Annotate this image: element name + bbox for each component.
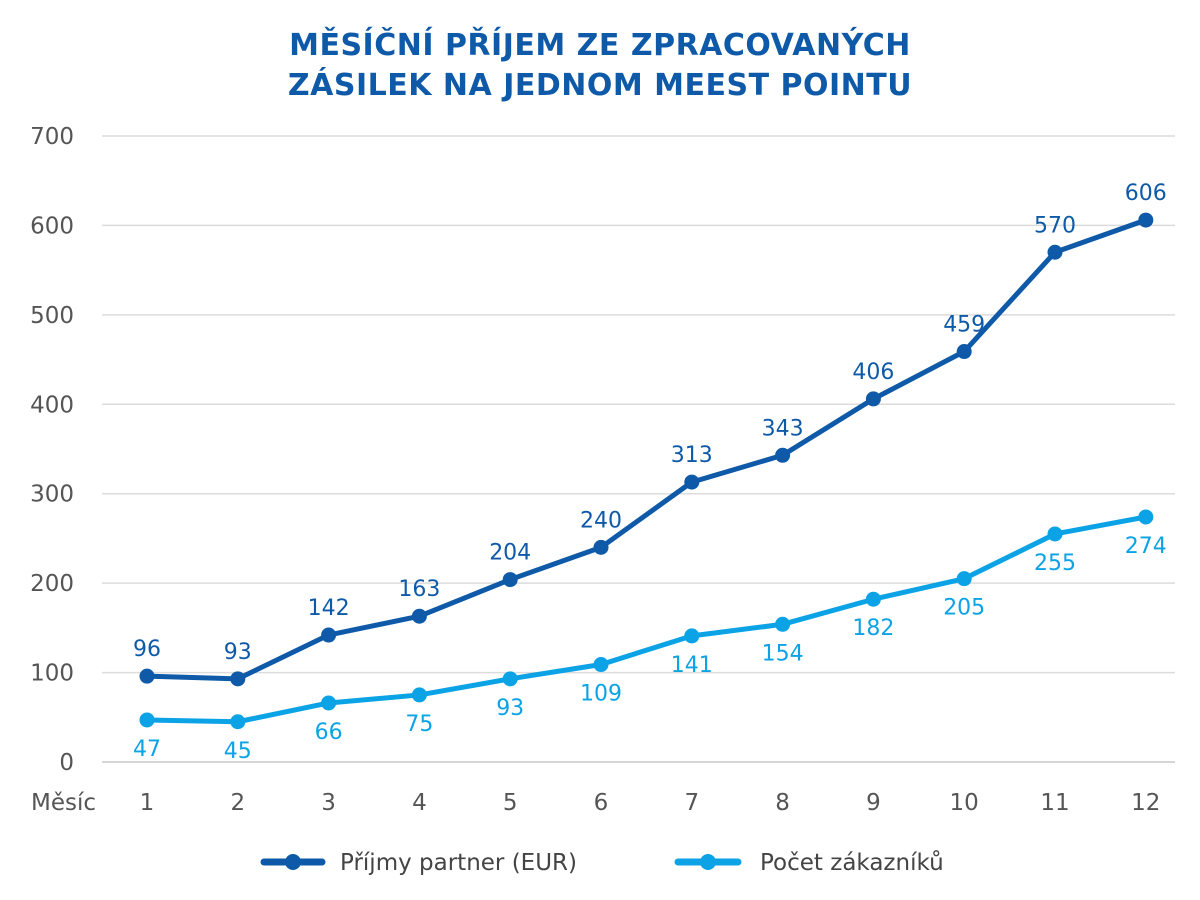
y-tick-label: 500	[30, 303, 74, 329]
data-label: 154	[762, 641, 804, 666]
data-point	[865, 391, 881, 407]
data-point	[775, 616, 791, 632]
x-tick-label: 10	[950, 790, 979, 816]
data-label: 182	[852, 616, 894, 641]
data-label: 163	[398, 577, 440, 602]
gridlines	[102, 135, 1175, 763]
data-point	[684, 474, 700, 490]
chart-title: MĚSÍČNÍ PŘÍJEM ZE ZPRACOVANÝCH ZÁSILEK N…	[0, 26, 1200, 106]
data-label: 47	[133, 737, 161, 762]
data-point	[1138, 509, 1154, 525]
data-label: 343	[762, 416, 804, 441]
data-labels: 96 93 142 163 204 240 313 343 406 459 570 606 47 45 66…	[133, 181, 1167, 764]
data-point	[775, 447, 791, 463]
x-tick-label: 4	[412, 790, 427, 816]
data-point	[139, 668, 155, 684]
data-point	[502, 572, 518, 588]
data-label: 93	[496, 696, 524, 721]
data-point	[502, 671, 518, 687]
data-point	[321, 627, 337, 643]
data-label: 66	[315, 720, 343, 745]
x-tick-label: 11	[1040, 790, 1069, 816]
data-label: 141	[671, 653, 713, 678]
data-point	[1047, 526, 1063, 542]
data-label: 204	[489, 541, 531, 566]
data-label: 45	[224, 739, 252, 764]
x-tick-label: 9	[866, 790, 881, 816]
data-label: 109	[580, 682, 622, 707]
legend-marker	[285, 854, 301, 870]
legend-label: Počet zákazníků	[760, 849, 944, 876]
data-point	[593, 657, 609, 673]
data-point	[411, 608, 427, 624]
legend-marker	[700, 854, 716, 870]
chart-title-line-2: ZÁSILEK NA JEDNOM MEEST POINTU	[287, 68, 913, 103]
data-point	[1138, 212, 1154, 228]
data-point	[593, 539, 609, 555]
series-points	[139, 212, 1154, 730]
x-tick-label: 8	[775, 790, 790, 816]
series-lines	[144, 217, 1149, 725]
data-label: 570	[1034, 213, 1076, 238]
data-label: 406	[852, 360, 894, 385]
x-axis-ticks: Měsíc 1 2 3 4 5 6 7 8 9 10 11 12	[31, 790, 1160, 816]
data-point	[956, 571, 972, 587]
data-point	[865, 591, 881, 607]
y-tick-label: 0	[59, 750, 74, 776]
legend: Příjmy partner (EUR) Počet zákazníků	[260, 849, 944, 876]
series-line	[144, 217, 1149, 682]
data-point	[139, 712, 155, 728]
y-tick-label: 200	[30, 571, 74, 597]
data-label: 205	[943, 596, 985, 621]
x-tick-label: 1	[140, 790, 155, 816]
x-tick-label: 7	[684, 790, 699, 816]
data-point	[1047, 244, 1063, 260]
y-tick-label: 300	[30, 482, 74, 508]
data-point	[321, 695, 337, 711]
x-tick-label: 3	[321, 790, 336, 816]
data-label: 459	[943, 313, 985, 338]
data-label: 96	[133, 637, 161, 662]
data-label: 142	[308, 596, 350, 621]
chart-title-line-1: MĚSÍČNÍ PŘÍJEM ZE ZPRACOVANÝCH	[289, 28, 911, 63]
y-tick-label: 100	[30, 661, 74, 687]
data-point	[230, 671, 246, 687]
y-axis-ticks: 0 100 200 300 400 500 600 700	[30, 124, 74, 776]
y-tick-label: 400	[30, 392, 74, 418]
x-tick-label: 12	[1131, 790, 1160, 816]
data-label: 93	[224, 640, 252, 665]
x-tick-label: 6	[594, 790, 609, 816]
data-label: 75	[405, 712, 433, 737]
data-label: 313	[671, 443, 713, 468]
data-point	[684, 628, 700, 644]
data-label: 606	[1125, 181, 1167, 206]
data-point	[411, 687, 427, 703]
y-tick-label: 700	[30, 124, 74, 150]
x-axis-label: Měsíc	[31, 790, 96, 816]
data-label: 255	[1034, 551, 1076, 576]
legend-label: Příjmy partner (EUR)	[340, 850, 577, 876]
y-tick-label: 600	[30, 213, 74, 239]
data-point	[230, 714, 246, 730]
data-point	[956, 344, 972, 360]
x-tick-label: 5	[503, 790, 518, 816]
data-label: 274	[1125, 534, 1167, 559]
series-line	[144, 514, 1149, 725]
x-tick-label: 2	[230, 790, 245, 816]
data-label: 240	[580, 508, 622, 533]
